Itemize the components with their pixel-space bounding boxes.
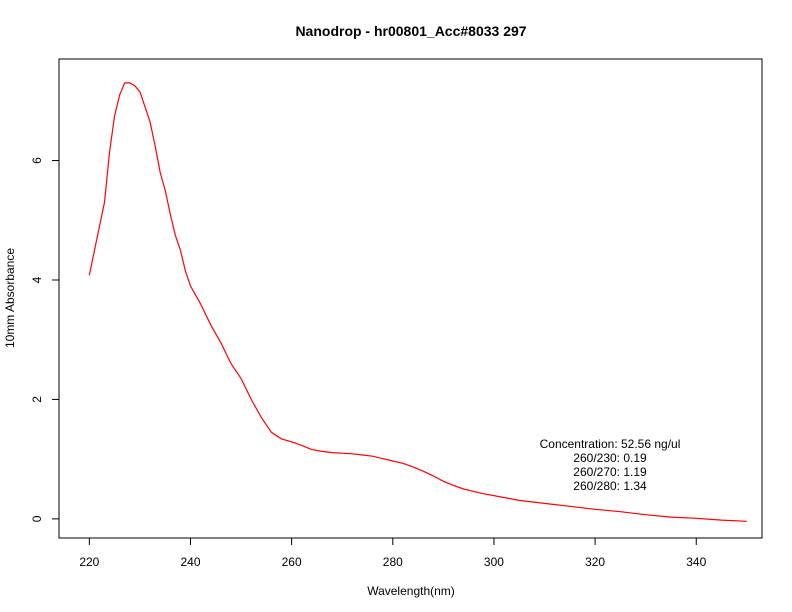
- y-tick-label: 0: [30, 515, 44, 522]
- annotation-line: 260/280: 1.34: [573, 479, 647, 493]
- y-axis: 0 2 4 6: [30, 157, 60, 522]
- series-group: [88, 82, 747, 522]
- y-axis-label: 10mm Absorbance: [3, 248, 17, 348]
- x-tick-label: 280: [383, 555, 403, 569]
- x-axis-label: Wavelength(nm): [367, 584, 455, 598]
- y-tick-label: 2: [30, 396, 44, 403]
- x-tick-label: 260: [282, 555, 302, 569]
- series-line-0: [88, 82, 747, 522]
- annotation-line: Concentration: 52.56 ng/ul: [540, 437, 681, 451]
- y-tick-label: 6: [30, 157, 44, 164]
- annotation-line: 260/230: 0.19: [573, 451, 647, 465]
- x-tick-label: 340: [686, 555, 706, 569]
- annotation-line: 260/270: 1.19: [573, 465, 647, 479]
- chart-title: Nanodrop - hr00801_Acc#8033 297: [295, 23, 526, 39]
- x-tick-label: 240: [180, 555, 200, 569]
- x-tick-label: 320: [585, 555, 605, 569]
- x-tick-label: 300: [484, 555, 504, 569]
- x-axis: 220 240 260 280 300 320 340: [79, 537, 707, 569]
- x-tick-label: 220: [79, 555, 99, 569]
- y-tick-label: 4: [30, 276, 44, 283]
